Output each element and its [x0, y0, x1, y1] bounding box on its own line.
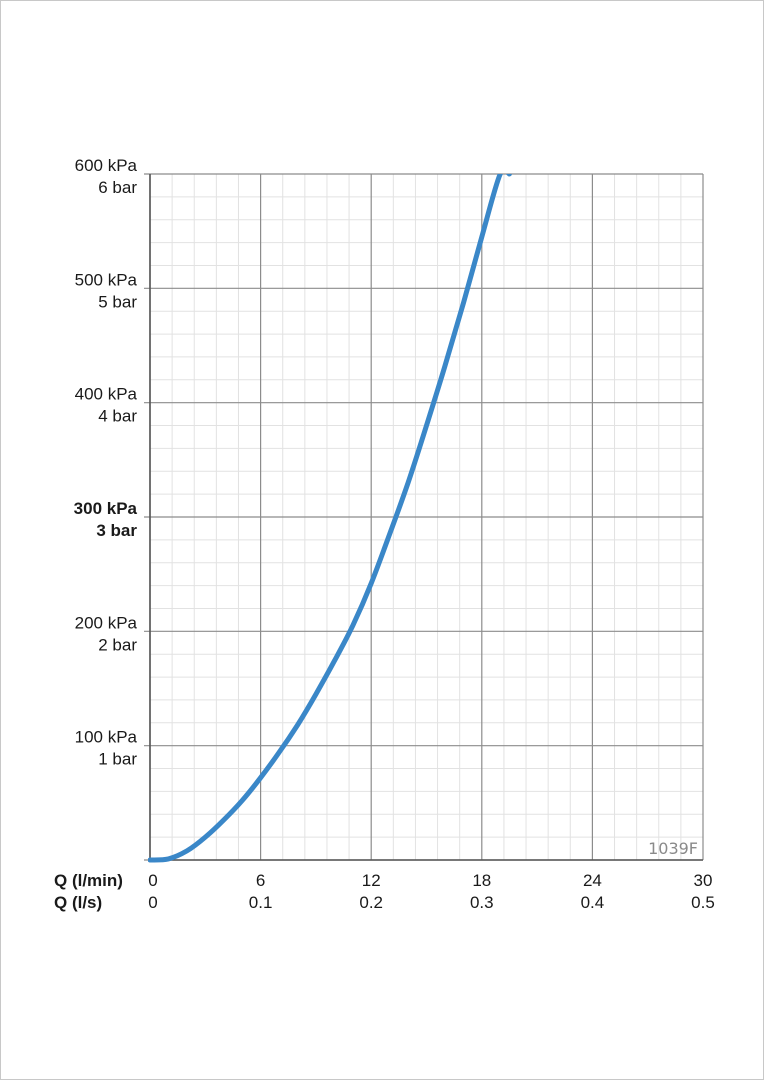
x-axis-name-lmin: Q (l/min): [54, 871, 123, 890]
x-tick-label-lmin: 12: [362, 871, 381, 890]
x-tick-label-lmin: 0: [148, 871, 157, 890]
major-grid: [144, 173, 704, 861]
x-axis-labels: 0 0 6 0.1 12 0.2 18 0.3 24 0.4 30 0.5: [148, 871, 715, 912]
y-tick-label-kpa: 200 kPa: [75, 613, 138, 632]
x-tick-label-lmin: 18: [472, 871, 491, 890]
y-tick-label-bar: 3 bar: [96, 521, 137, 540]
y-tick-label-kpa: 600 kPa: [75, 156, 138, 175]
y-tick-label-kpa: 400 kPa: [75, 385, 138, 404]
y-tick-label-bar: 5 bar: [98, 292, 137, 311]
y-tick-label-bar: 4 bar: [98, 407, 137, 426]
x-tick-label-ls: 0.1: [249, 893, 273, 912]
x-tick-label-lmin: 24: [583, 871, 602, 890]
x-tick-label-ls: 0.4: [581, 893, 605, 912]
y-tick-label-bar: 2 bar: [98, 635, 137, 654]
series-line: [148, 174, 512, 863]
x-tick-label-lmin: 6: [256, 871, 265, 890]
y-tick-label-kpa: 300 kPa: [74, 499, 138, 518]
x-axis-name-ls: Q (l/s): [54, 893, 102, 912]
y-tick-label-kpa: 500 kPa: [75, 270, 138, 289]
chart-code-label: 1039F: [648, 839, 698, 858]
x-tick-label-ls: 0: [148, 893, 157, 912]
y-tick-label-kpa: 100 kPa: [75, 728, 138, 747]
x-tick-label-ls: 0.5: [691, 893, 715, 912]
y-axis-labels: 100 kPa 1 bar 200 kPa 2 bar 300 kPa 3 bar 400 …: [74, 156, 138, 769]
x-tick-label-ls: 0.3: [470, 893, 494, 912]
y-tick-label-bar: 1 bar: [98, 750, 137, 769]
x-tick-label-ls: 0.2: [359, 893, 383, 912]
y-tick-label-bar: 6 bar: [98, 178, 137, 197]
series-group: [148, 174, 512, 863]
x-tick-label-lmin: 30: [694, 871, 713, 890]
